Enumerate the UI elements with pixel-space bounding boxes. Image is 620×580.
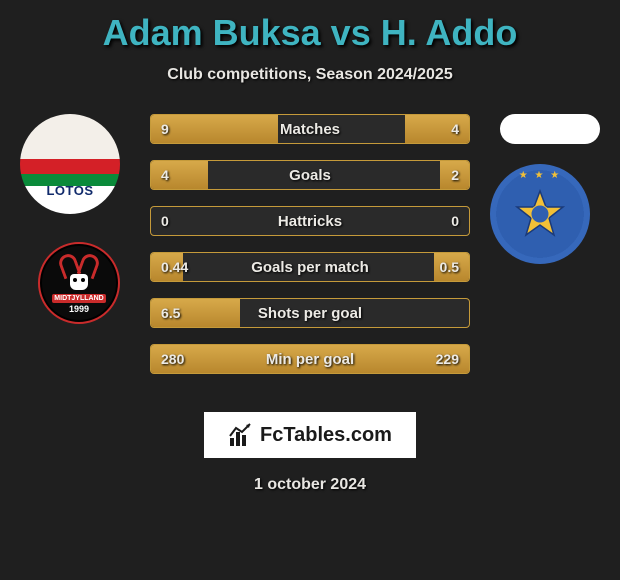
club-left-skull-icon: [70, 274, 88, 290]
stat-value-right: [449, 299, 469, 327]
stat-value-left: 6.5: [151, 299, 190, 327]
stat-label: Hattricks: [151, 207, 469, 235]
stat-value-left: 4: [151, 161, 179, 189]
club-left-badge: MIDTJYLLAND 1999: [38, 242, 120, 324]
stat-row: Matches9 4: [150, 114, 470, 144]
stat-value-right: 0: [441, 207, 469, 235]
stat-value-right: 2: [441, 161, 469, 189]
stat-row: Min per goal280 229: [150, 344, 470, 374]
stat-label: Shots per goal: [151, 299, 469, 327]
stat-bars: Matches94Goals42Hattricks00Goals per mat…: [150, 114, 470, 390]
stat-value-left: 9: [151, 115, 179, 143]
stat-label: Goals: [151, 161, 469, 189]
stat-value-right: 0.5: [430, 253, 469, 281]
stat-label: Min per goal: [151, 345, 469, 373]
date-text: 1 october 2024: [10, 476, 610, 494]
stat-row: Shots per goal6.5: [150, 298, 470, 328]
club-left-year: 1999: [69, 304, 89, 314]
stat-value-left: 0: [151, 207, 179, 235]
comparison-card: Adam Buksa vs H. Addo Club competitions,…: [0, 0, 620, 580]
stat-label: Matches: [151, 115, 469, 143]
page-title: Adam Buksa vs H. Addo: [10, 12, 610, 54]
stat-row: Goals per match0.44 0.5: [150, 252, 470, 282]
stat-value-left: 280: [151, 345, 194, 373]
player-right-avatar: [500, 114, 600, 144]
stat-value-left: 0.44: [151, 253, 198, 281]
club-right-stars-icon: ★ ★ ★: [519, 170, 561, 181]
compare-area: MIDTJYLLAND 1999 ★ ★ ★ Matches94Goals42H…: [10, 114, 610, 394]
stat-row: Hattricks0 0: [150, 206, 470, 236]
footer-logo: FcTables.com: [204, 412, 416, 458]
club-left-name: MIDTJYLLAND: [52, 294, 106, 303]
stat-value-right: 4: [441, 115, 469, 143]
player-left-avatar: [20, 114, 120, 214]
stat-row: Goals4 2: [150, 160, 470, 190]
club-right-star-icon: [515, 189, 565, 239]
footer-text: FcTables.com: [260, 424, 392, 447]
club-right-badge: ★ ★ ★: [490, 164, 590, 264]
stat-value-right: 229: [426, 345, 469, 373]
fctables-icon: [228, 422, 254, 448]
subtitle: Club competitions, Season 2024/2025: [10, 66, 610, 84]
stat-label: Goals per match: [151, 253, 469, 281]
